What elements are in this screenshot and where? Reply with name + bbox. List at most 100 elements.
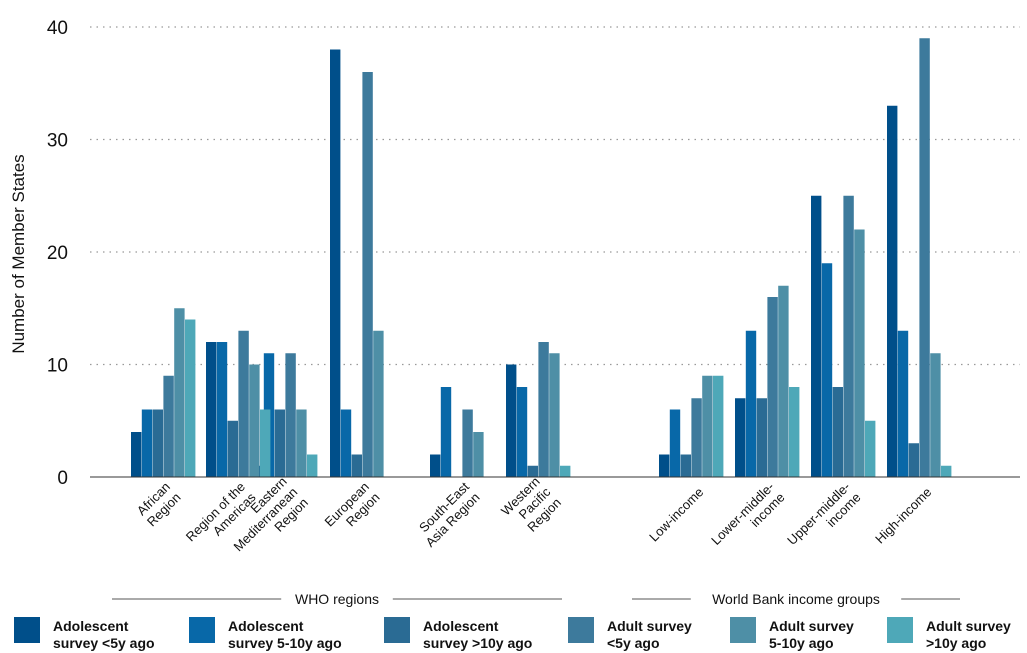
- bar: [680, 454, 691, 477]
- bar: [141, 409, 153, 477]
- bar: [260, 409, 271, 477]
- bar: [887, 105, 898, 477]
- bar: [238, 330, 249, 477]
- legend-swatch: [887, 617, 913, 643]
- legend-swatch: [568, 617, 594, 643]
- category-label: Low-income: [646, 484, 706, 544]
- bar: [216, 342, 228, 477]
- category-label-line: Low-income: [646, 484, 706, 544]
- group-label-text: World Bank income groups: [712, 591, 880, 607]
- bar: [930, 353, 941, 477]
- legend-label: <5y ago: [607, 635, 660, 651]
- bar: [756, 398, 767, 477]
- bar: [811, 195, 822, 477]
- bar: [227, 420, 238, 477]
- bar: [865, 420, 876, 477]
- bar: [745, 330, 757, 477]
- bar: [440, 387, 452, 477]
- bar: [340, 409, 352, 477]
- bar: [206, 342, 217, 477]
- bar: [473, 432, 484, 477]
- bar: [919, 38, 930, 477]
- bar: [351, 454, 362, 477]
- bar: [854, 229, 865, 477]
- bar: [174, 308, 185, 477]
- grid-lines: [90, 26, 1020, 366]
- category-label-line: High-income: [872, 484, 934, 546]
- legend-label: Adolescent: [228, 618, 304, 634]
- legend-item: Adult survey>10y ago: [887, 617, 1011, 651]
- bar: [897, 330, 909, 477]
- legend-label: Adult survey: [926, 618, 1011, 634]
- bar: [274, 409, 285, 477]
- bar: [462, 409, 473, 477]
- bar: [821, 263, 833, 477]
- legend-swatch: [14, 617, 40, 643]
- group-label: World Bank income groups: [632, 591, 960, 607]
- group-label: WHO regions: [112, 591, 562, 607]
- bar: [307, 454, 318, 477]
- y-tick-label: 20: [47, 243, 68, 264]
- bars: [131, 38, 952, 477]
- bar: [767, 297, 778, 477]
- bar: [362, 72, 373, 477]
- legend-label: survey >10y ago: [423, 635, 532, 651]
- bar: [702, 375, 713, 477]
- bar: [185, 319, 196, 477]
- group-label-text: WHO regions: [295, 591, 379, 607]
- group-labels: WHO regions World Bank income groups: [112, 591, 960, 607]
- bar: [843, 195, 854, 477]
- bar: [373, 330, 384, 477]
- bar: [516, 387, 528, 477]
- bar: [789, 387, 800, 477]
- bar: [908, 443, 919, 477]
- bar: [249, 364, 260, 477]
- legend-label: Adolescent: [423, 618, 499, 634]
- bar: [430, 454, 441, 477]
- bar: [152, 409, 163, 477]
- category-label: Lower-middle-income: [708, 479, 787, 548]
- legend-label: Adult survey: [769, 618, 854, 634]
- legend-label: >10y ago: [926, 635, 986, 651]
- y-tick-label: 0: [57, 468, 68, 489]
- y-tick-label: 10: [47, 356, 68, 377]
- bar: [778, 285, 789, 477]
- legend-label: Adolescent: [53, 618, 129, 634]
- legend-label: 5-10y ago: [769, 635, 834, 651]
- bar: [941, 465, 952, 477]
- bar: [285, 353, 296, 477]
- legend-swatch: [384, 617, 410, 643]
- bar: [560, 465, 571, 477]
- bar: [527, 465, 538, 477]
- legend-label: survey <5y ago: [53, 635, 155, 651]
- legend-swatch: [189, 617, 215, 643]
- bar: [506, 364, 517, 477]
- category-label: Upper-middle-income: [784, 479, 863, 548]
- y-tick-label: 30: [47, 131, 68, 152]
- legend-label: Adult survey: [607, 618, 692, 634]
- bar: [296, 409, 307, 477]
- legend-label: survey 5-10y ago: [228, 635, 342, 651]
- bar: [735, 398, 746, 477]
- bar: [538, 342, 549, 477]
- bar: [691, 398, 702, 477]
- bar: [131, 432, 142, 477]
- category-label: High-income: [872, 484, 934, 546]
- y-axis-label: Number of Member States: [9, 154, 28, 353]
- bar: [163, 375, 174, 477]
- legend-swatch: [730, 617, 756, 643]
- bar: [669, 409, 681, 477]
- y-tick-label: 40: [47, 18, 68, 39]
- bar: [832, 387, 843, 477]
- legend-item: Adult survey<5y ago: [568, 617, 692, 651]
- bar: [713, 375, 724, 477]
